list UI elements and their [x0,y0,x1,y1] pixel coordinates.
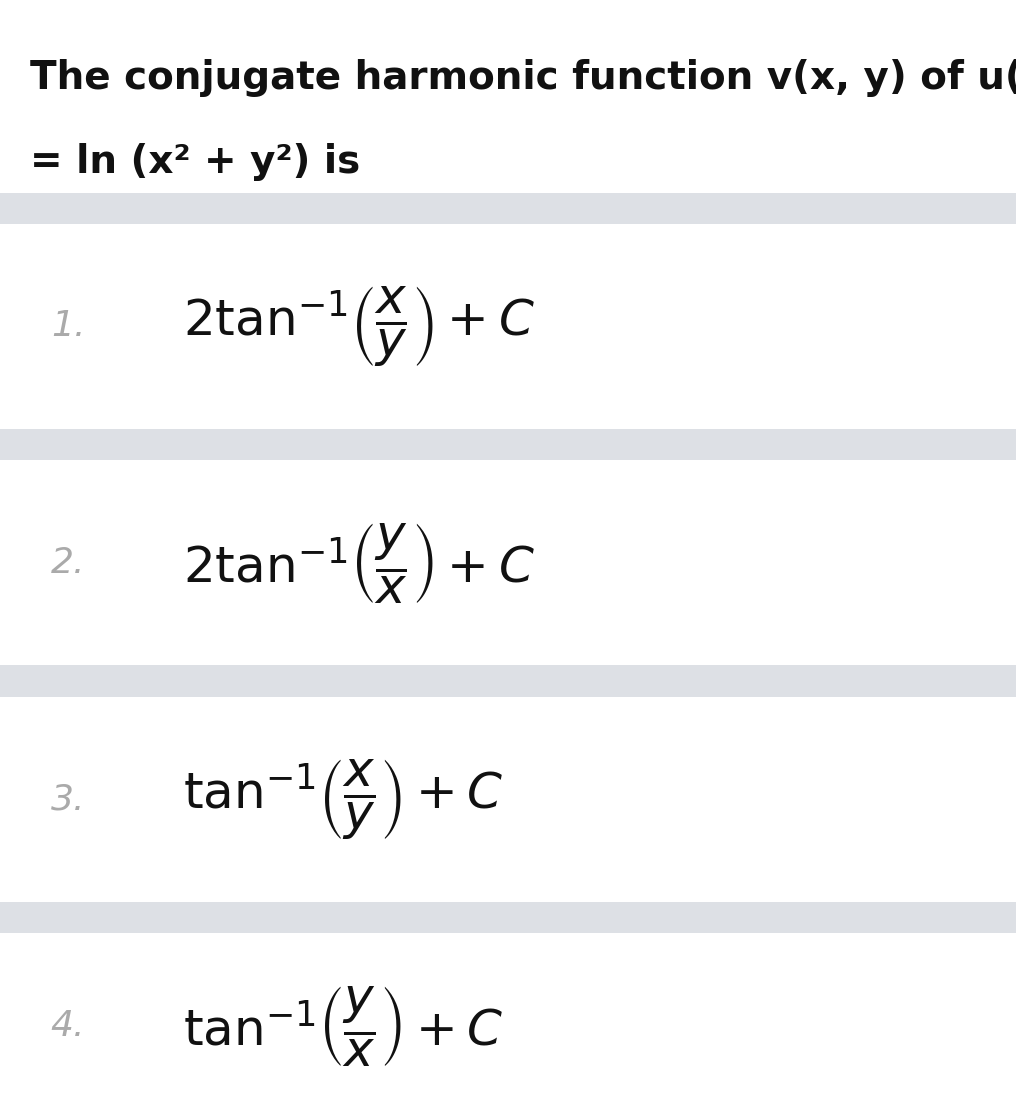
FancyBboxPatch shape [0,697,1016,902]
FancyBboxPatch shape [0,429,1016,460]
Text: $2\tan^{-1}\!\left(\dfrac{x}{y}\right) + C$: $2\tan^{-1}\!\left(\dfrac{x}{y}\right) +… [183,284,535,368]
Text: 1.: 1. [51,309,85,344]
FancyBboxPatch shape [0,224,1016,429]
Text: $\tan^{-1}\!\left(\dfrac{x}{y}\right) + C$: $\tan^{-1}\!\left(\dfrac{x}{y}\right) + … [183,757,503,841]
Text: 2.: 2. [51,545,85,580]
FancyBboxPatch shape [0,665,1016,697]
FancyBboxPatch shape [0,460,1016,665]
FancyBboxPatch shape [0,933,1016,1120]
FancyBboxPatch shape [0,193,1016,224]
Text: 3.: 3. [51,782,85,816]
FancyBboxPatch shape [0,902,1016,933]
Text: The conjugate harmonic function v(x, y) of u(x, y): The conjugate harmonic function v(x, y) … [30,59,1016,97]
Text: $\tan^{-1}\!\left(\dfrac{y}{x}\right) + C$: $\tan^{-1}\!\left(\dfrac{y}{x}\right) + … [183,984,503,1068]
FancyBboxPatch shape [0,0,1016,224]
Text: 4.: 4. [51,1009,85,1044]
Text: = ln (x² + y²) is: = ln (x² + y²) is [30,143,361,181]
Text: $2\tan^{-1}\!\left(\dfrac{y}{x}\right) + C$: $2\tan^{-1}\!\left(\dfrac{y}{x}\right) +… [183,521,535,605]
